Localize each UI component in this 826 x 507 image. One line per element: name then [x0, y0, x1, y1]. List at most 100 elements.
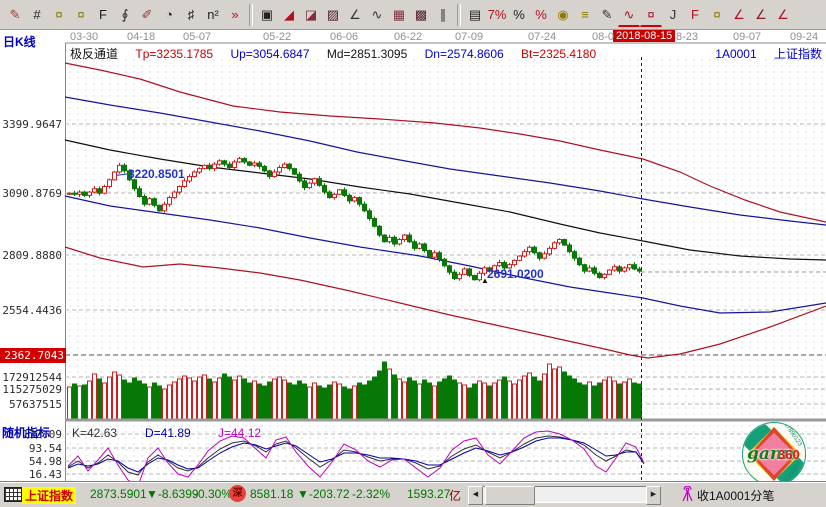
sz-index-change: ▼-203.72	[297, 487, 350, 501]
candle-body	[117, 164, 122, 173]
spiral-scale-icon[interactable]: ∮	[121, 7, 129, 22]
volume-bar	[592, 385, 597, 420]
shenzhen-badge[interactable]: 深	[229, 485, 246, 502]
selection-box-icon[interactable]: ▣	[260, 7, 274, 22]
f-angle-icon[interactable]: F	[691, 7, 699, 22]
grid-dark-icon[interactable]: ▩	[414, 7, 428, 22]
kline-period-label[interactable]: 日K线	[3, 35, 36, 49]
zigzag-icon[interactable]: ∿	[371, 7, 383, 22]
fib-scale-icon[interactable]: F	[99, 7, 107, 22]
scrollbar-right-button[interactable]: ▶	[646, 486, 661, 505]
volume-bar	[257, 383, 262, 420]
gold-circle-icon[interactable]: ◉	[557, 7, 569, 22]
date-axis-label: 06-06	[330, 31, 359, 43]
angle-lines-icon[interactable]: ∠	[349, 7, 361, 22]
volume-bar	[517, 379, 522, 420]
brush-icon[interactable]: ✎	[9, 7, 21, 22]
square-number-icon[interactable]: n²	[207, 7, 219, 22]
percent7-icon[interactable]: 7%	[487, 7, 507, 22]
candle-body	[277, 167, 282, 173]
channel-md-value: Md=2851.3095	[326, 47, 408, 61]
candle-body	[317, 178, 322, 186]
candle-body	[477, 272, 482, 281]
volume-bar	[587, 381, 592, 420]
candle-body	[267, 170, 272, 177]
volume-bar	[342, 386, 347, 420]
sh-index-value: 2873.5901	[90, 487, 147, 501]
volume-bar	[387, 368, 392, 420]
fan-box-dark-icon[interactable]: ▨	[326, 7, 340, 22]
dense-scale-icon[interactable]: ♯	[187, 7, 195, 22]
gold-lines-icon[interactable]: ≡	[581, 7, 589, 22]
channel-line-tp	[64, 62, 826, 223]
pen-bars-icon[interactable]: ✎	[601, 7, 613, 22]
candle-body	[392, 236, 397, 245]
candle-body	[527, 246, 532, 253]
volume-bar	[407, 377, 412, 420]
candle-body	[202, 164, 207, 170]
percent-line-icon[interactable]: %	[535, 7, 547, 22]
candle-body	[112, 171, 117, 181]
candle-body	[252, 162, 257, 166]
gann-fan-icon[interactable]: ◢	[284, 7, 294, 22]
candle-body	[347, 194, 352, 202]
j-angle-icon[interactable]: J	[669, 7, 677, 22]
quote-table-icon[interactable]	[4, 487, 22, 502]
volume-bar	[122, 379, 127, 420]
volume-bar	[187, 377, 192, 420]
kdj-scale-label: 93.54	[28, 442, 62, 455]
candle-body	[627, 264, 632, 269]
candle-body	[577, 257, 582, 266]
volume-bar	[137, 380, 142, 420]
wave-indicator-icon[interactable]: ∿	[618, 3, 640, 27]
grid-cross-icon[interactable]: ▦	[392, 7, 406, 22]
candle-body	[377, 225, 382, 236]
kdj-k-line	[67, 435, 645, 476]
candle-body	[87, 191, 92, 196]
candle-body	[247, 161, 252, 166]
gold-underline-icon[interactable]: ¤	[640, 3, 662, 27]
volume-bar	[247, 382, 252, 420]
volume-bar	[482, 382, 487, 420]
candle-body	[622, 267, 627, 272]
candle-body	[342, 189, 347, 196]
candle-body	[427, 250, 432, 258]
candle-body	[282, 163, 287, 169]
gold-scale-icon[interactable]: ¤	[55, 7, 63, 22]
sz-index-pct: -2.32%	[352, 487, 391, 501]
candle-body	[512, 259, 517, 266]
time-cycle-icon[interactable]: ◔	[165, 7, 173, 22]
volume-bar	[397, 378, 402, 420]
bar-scale-icon[interactable]: ▤	[468, 7, 482, 22]
pen-scale-icon[interactable]: ✐	[141, 7, 153, 22]
gold-angle-icon[interactable]: ¤	[713, 7, 721, 22]
percent-icon[interactable]: %	[513, 7, 525, 22]
four-angle-icon[interactable]: ∠	[777, 7, 789, 22]
fan-box-icon[interactable]: ◪	[304, 7, 318, 22]
volume-bar	[552, 368, 557, 420]
scale-ruler-icon[interactable]: #	[33, 7, 41, 22]
chart-canvas[interactable]	[0, 30, 826, 482]
volume-bar	[212, 381, 217, 420]
candle-body	[287, 163, 292, 170]
volume-bar	[367, 380, 372, 420]
market-name-badge[interactable]: 上证指数	[22, 487, 77, 504]
volume-bar	[377, 370, 382, 420]
volume-bar	[192, 380, 197, 420]
more-tools-chevron[interactable]: »	[231, 7, 239, 22]
scrollbar-left-button[interactable]: ◀	[468, 486, 483, 505]
candle-body	[337, 189, 342, 195]
volume-bar	[477, 380, 482, 420]
candle-body	[232, 161, 237, 169]
win-angle-icon[interactable]: ∠	[755, 7, 767, 22]
candle-body	[482, 267, 487, 274]
volume-bar	[262, 385, 267, 420]
gold-scale2-icon[interactable]: ¤	[77, 7, 85, 22]
volume-bar	[422, 379, 427, 420]
candle-body	[107, 179, 112, 187]
speed-angle-icon[interactable]: ∠	[733, 7, 745, 22]
parallel-lines-icon[interactable]: ∥	[439, 7, 447, 22]
scrollbar-thumb[interactable]	[485, 486, 535, 505]
candle-body	[412, 241, 417, 249]
kdj-indicator-title[interactable]: 随机指标	[2, 426, 51, 440]
